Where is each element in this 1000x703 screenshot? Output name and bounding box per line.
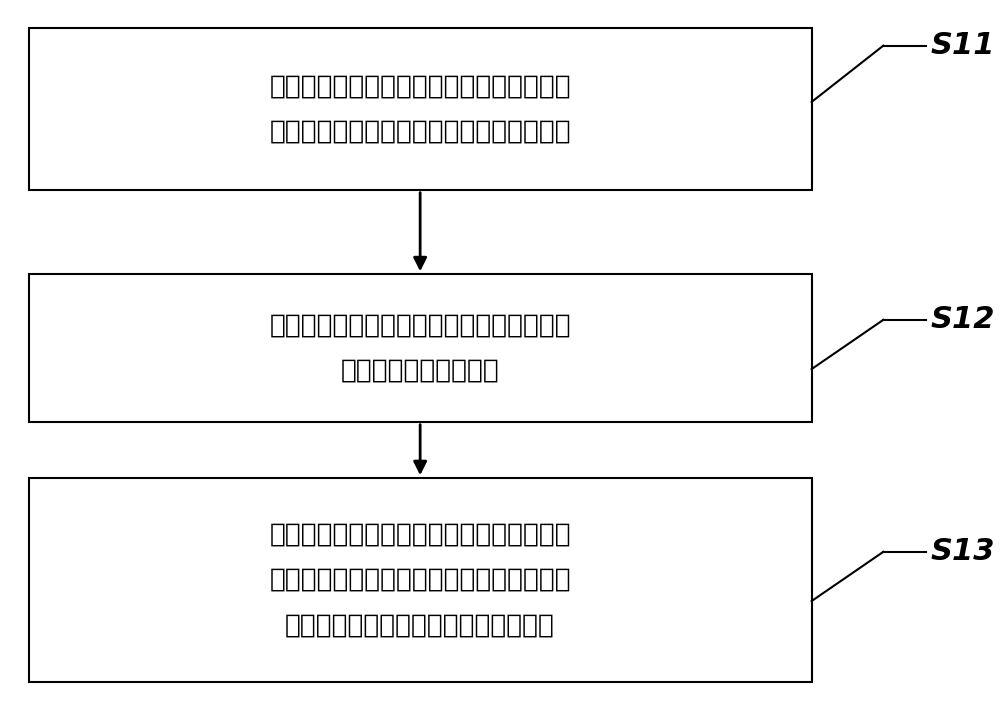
- Bar: [29, 28, 812, 190]
- Text: S12: S12: [931, 305, 996, 335]
- Text: 基于带遗忘特性的正则化在线序列极限学习: 基于带遗忘特性的正则化在线序列极限学习: [269, 312, 571, 338]
- Text: S13: S13: [931, 537, 996, 567]
- Text: 模型对快速刀具伺服系统进行位移控制: 模型对快速刀具伺服系统进行位移控制: [285, 613, 555, 638]
- Text: 机理论构建待训练模型: 机理论构建待训练模型: [341, 358, 500, 384]
- Bar: [29, 478, 812, 682]
- Text: S11: S11: [931, 31, 996, 60]
- Text: 则化训练，得到训练后模型，以通过训练后: 则化训练，得到训练后模型，以通过训练后: [269, 567, 571, 593]
- Text: 对与压电驱动的快速刀具伺服系统控制过程: 对与压电驱动的快速刀具伺服系统控制过程: [269, 73, 571, 99]
- Bar: [29, 274, 812, 422]
- Text: 利用上述样本数据对所述待训练模型进行正: 利用上述样本数据对所述待训练模型进行正: [269, 522, 571, 547]
- Text: 相关的数据进行采样，得到相应的样本数据: 相关的数据进行采样，得到相应的样本数据: [269, 119, 571, 145]
